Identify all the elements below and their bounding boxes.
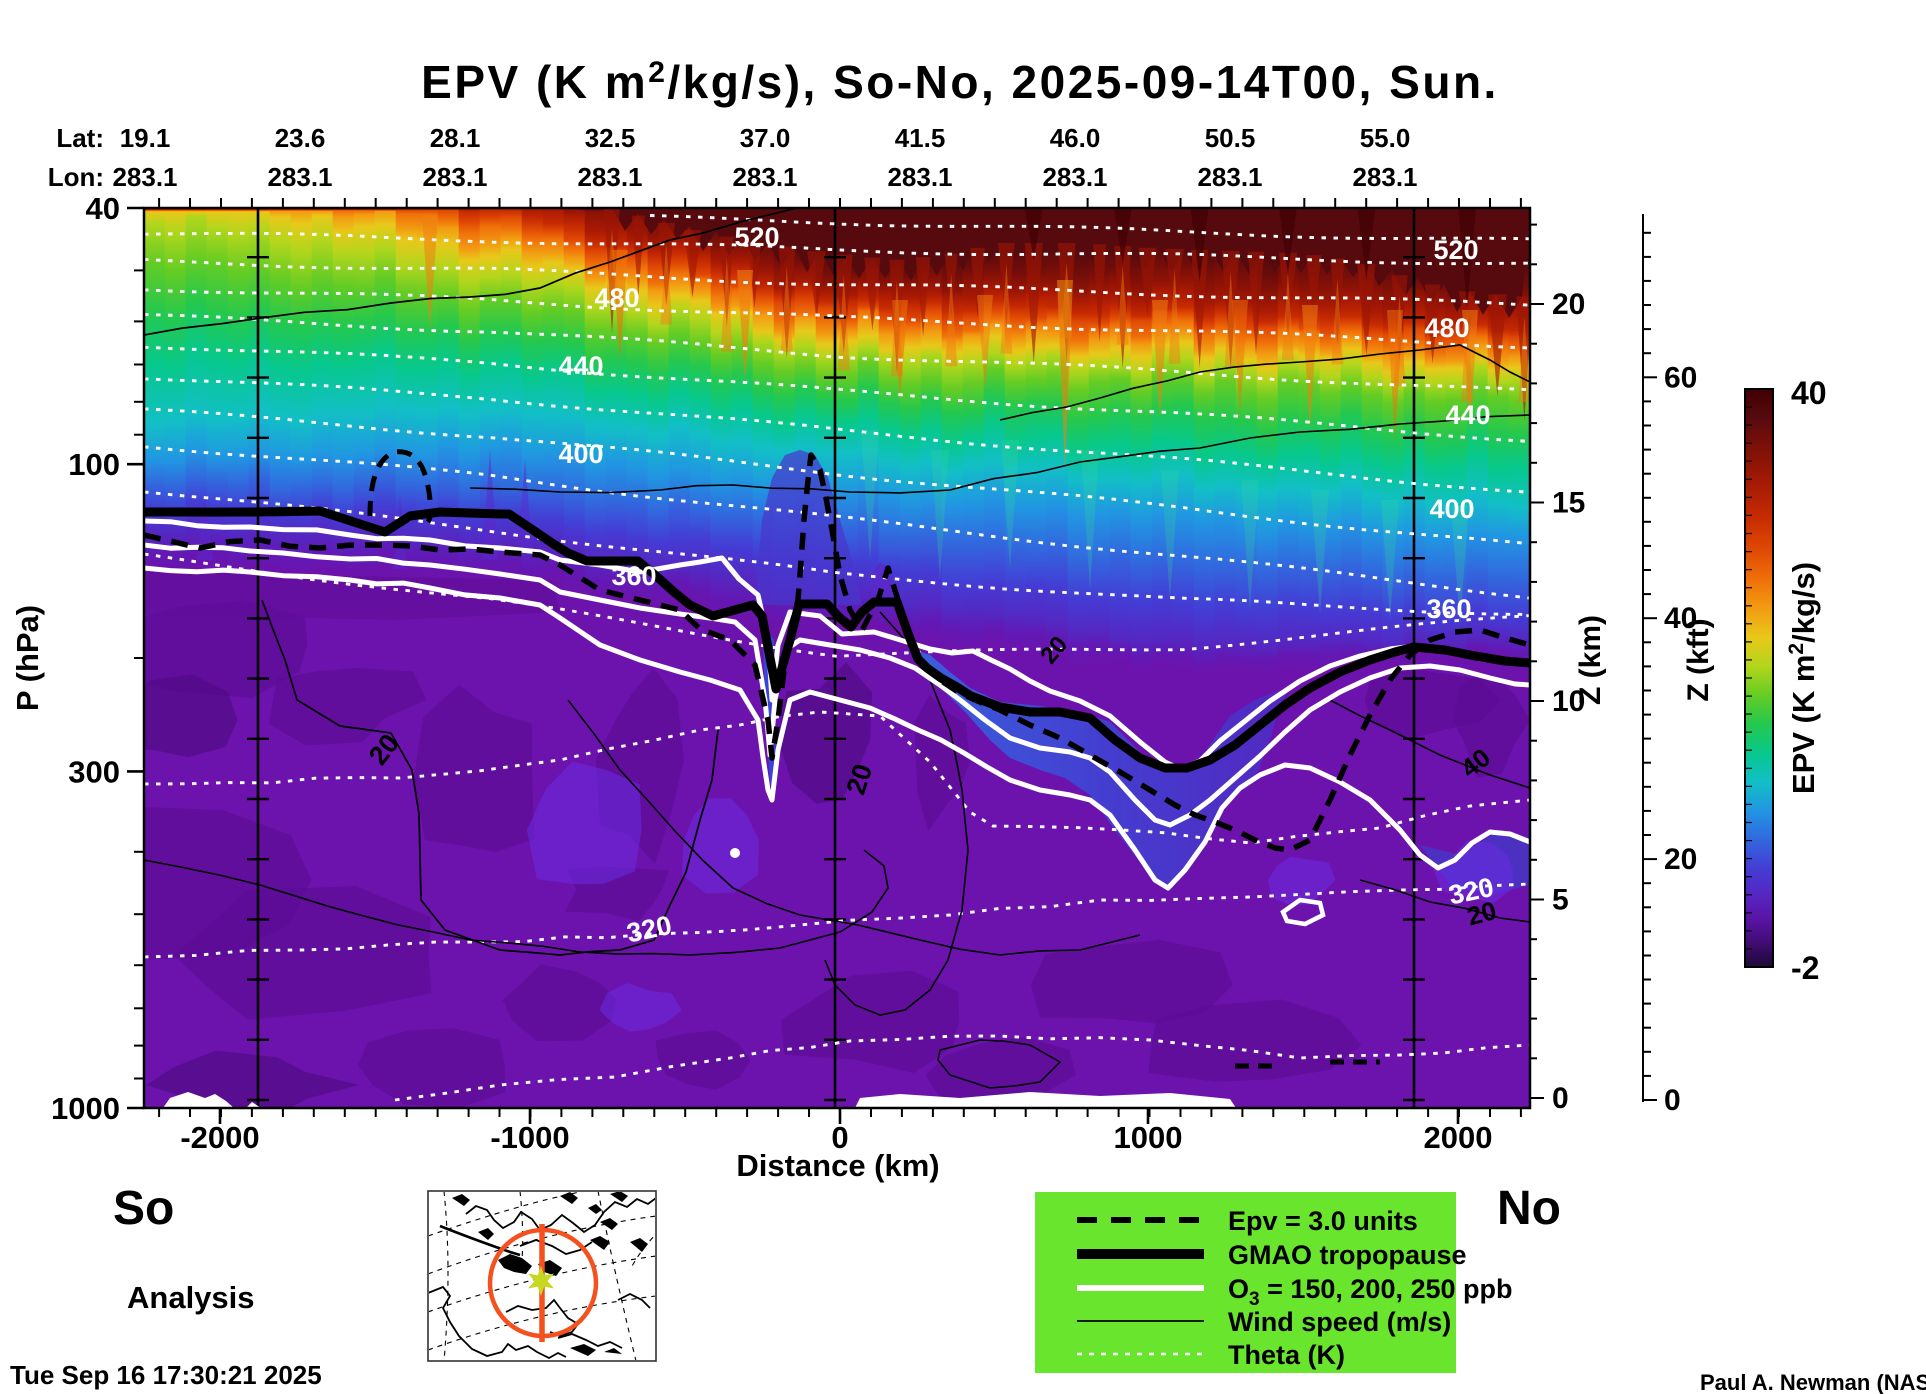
svg-text:480: 480 (594, 283, 639, 313)
svg-text:Wind speed (m/s): Wind speed (m/s) (1228, 1307, 1451, 1337)
svg-text:55.0: 55.0 (1360, 123, 1411, 153)
svg-text:20: 20 (1664, 843, 1697, 876)
svg-text:440: 440 (558, 351, 603, 381)
svg-text:28.1: 28.1 (430, 123, 481, 153)
svg-text:19.1: 19.1 (120, 123, 171, 153)
svg-text:23.6: 23.6 (275, 123, 326, 153)
svg-text:-2: -2 (1791, 950, 1819, 986)
svg-text:10: 10 (1552, 685, 1585, 718)
svg-text:360: 360 (1426, 594, 1471, 624)
svg-text:283.1: 283.1 (577, 162, 642, 192)
svg-text:37.0: 37.0 (740, 123, 791, 153)
svg-text:P (hPa): P (hPa) (10, 605, 45, 711)
svg-text:20: 20 (1552, 288, 1585, 321)
svg-text:So: So (113, 1182, 174, 1235)
svg-text:360: 360 (611, 561, 656, 591)
svg-text:100: 100 (68, 447, 120, 482)
svg-text:32.5: 32.5 (585, 123, 636, 153)
svg-text:Distance (km): Distance (km) (736, 1148, 939, 1183)
svg-text:EPV (K m2/kg/s), So-No, 2025-0: EPV (K m2/kg/s), So-No, 2025-09-14T00, S… (421, 56, 1499, 108)
svg-text:283.1: 283.1 (732, 162, 797, 192)
svg-text:50.5: 50.5 (1205, 123, 1256, 153)
svg-text:283.1: 283.1 (887, 162, 952, 192)
svg-text:Theta (K): Theta (K) (1228, 1340, 1345, 1370)
svg-text:300: 300 (68, 754, 120, 789)
svg-text:Z (km): Z (km) (1574, 615, 1607, 705)
svg-text:520: 520 (1433, 235, 1478, 265)
svg-text:283.1: 283.1 (112, 162, 177, 192)
svg-text:1000: 1000 (51, 1091, 120, 1126)
svg-text:Paul A. Newman (NASA: Paul A. Newman (NASA (1700, 1370, 1926, 1394)
svg-text:40: 40 (1664, 602, 1697, 635)
svg-text:400: 400 (558, 439, 603, 469)
svg-text:400: 400 (1429, 494, 1474, 524)
svg-text:EPV (K m2/kg/s): EPV (K m2/kg/s) (1785, 562, 1821, 794)
svg-text:GMAO tropopause: GMAO tropopause (1228, 1240, 1467, 1270)
svg-text:-1000: -1000 (490, 1120, 569, 1155)
svg-text:No: No (1497, 1182, 1561, 1235)
svg-text:Analysis: Analysis (127, 1280, 255, 1315)
svg-text:40: 40 (86, 191, 120, 226)
svg-text:283.1: 283.1 (422, 162, 487, 192)
svg-text:480: 480 (1424, 313, 1469, 343)
svg-text:Tue Sep 16 17:30:21 2025: Tue Sep 16 17:30:21 2025 (10, 1360, 322, 1390)
svg-text:Z (kft): Z (kft) (1682, 618, 1715, 701)
svg-text:283.1: 283.1 (267, 162, 332, 192)
svg-text:0: 0 (831, 1120, 848, 1155)
svg-text:0: 0 (1664, 1084, 1681, 1117)
svg-text:46.0: 46.0 (1050, 123, 1101, 153)
svg-text:Epv = 3.0 units: Epv = 3.0 units (1228, 1206, 1418, 1236)
svg-text:60: 60 (1664, 361, 1697, 394)
svg-text:40: 40 (1791, 375, 1827, 411)
svg-text:283.1: 283.1 (1352, 162, 1417, 192)
svg-text:440: 440 (1445, 400, 1490, 430)
svg-text:41.5: 41.5 (895, 123, 946, 153)
svg-text:-2000: -2000 (180, 1120, 259, 1155)
svg-text:520: 520 (734, 222, 779, 252)
svg-text:2000: 2000 (1424, 1120, 1493, 1155)
svg-text:Lon:: Lon: (48, 162, 104, 192)
svg-text:283.1: 283.1 (1042, 162, 1107, 192)
svg-text:1000: 1000 (1114, 1120, 1183, 1155)
svg-text:0: 0 (1552, 1082, 1569, 1115)
svg-text:15: 15 (1552, 487, 1585, 520)
svg-text:5: 5 (1552, 884, 1569, 917)
svg-text:Lat:: Lat: (56, 123, 104, 153)
svg-text:283.1: 283.1 (1197, 162, 1262, 192)
